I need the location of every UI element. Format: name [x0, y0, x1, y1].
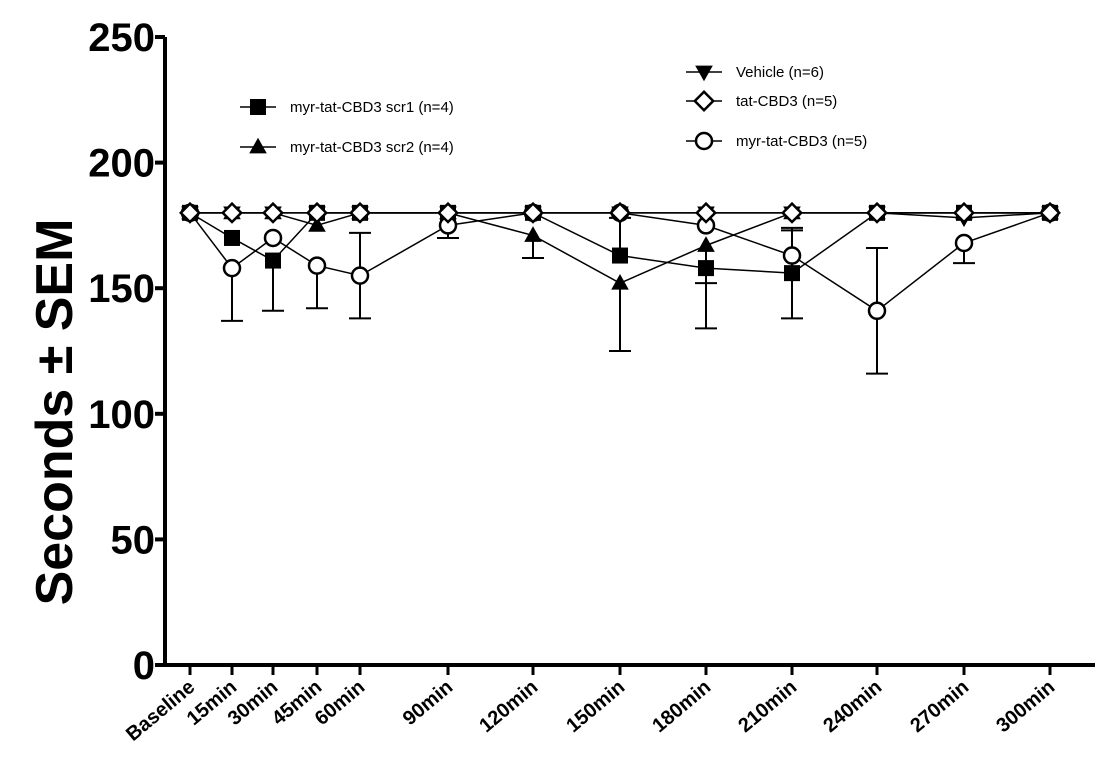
data-point [781, 201, 803, 224]
data-point [782, 246, 802, 265]
data-point [953, 201, 975, 224]
x-tick-label: 120min [475, 676, 542, 737]
legend-label: myr-tat-CBD3 (n=5) [736, 133, 867, 150]
data-point [697, 236, 715, 252]
data-point [306, 201, 328, 224]
x-tick-label: 240min [819, 676, 886, 737]
data-point [307, 256, 327, 275]
x-tick-label: 150min [562, 676, 629, 737]
y-tick-label: 100 [88, 393, 155, 437]
data-point [1039, 201, 1061, 224]
legend-label: tat-CBD3 (n=5) [736, 93, 837, 110]
data-point [263, 228, 283, 248]
data-point [224, 229, 240, 246]
data-point [866, 201, 888, 224]
data-point [611, 273, 629, 290]
x-tick-label: 270min [906, 676, 973, 737]
data-point [349, 201, 371, 224]
data-point [867, 301, 887, 321]
data-point [612, 247, 628, 264]
legend: Vehicle (n=6) tat-CBD3 (n=5) myr-tat-CBD3 … [240, 64, 867, 156]
y-tick-label: 250 [88, 16, 155, 60]
y-tick-label: 150 [88, 267, 155, 311]
legend-label: Vehicle (n=6) [736, 64, 824, 81]
y-tick-label: 200 [88, 142, 155, 186]
legend-marker [695, 65, 713, 82]
axes: 050100150200250Baseline15min30min45min60… [88, 16, 1095, 746]
data-point [954, 233, 974, 253]
legend-marker [250, 99, 266, 115]
data-point [698, 260, 714, 277]
x-tick-label: 60min [311, 676, 369, 730]
data-point [437, 201, 459, 224]
data-point [262, 201, 284, 224]
data-point [265, 252, 281, 269]
x-tick-label: 180min [648, 676, 715, 737]
data-point [695, 201, 717, 224]
x-tick-label: 300min [992, 676, 1059, 737]
x-tick-label: 210min [734, 676, 801, 737]
data-point [308, 216, 326, 232]
x-tick-label: 90min [399, 676, 457, 730]
series-layer [179, 201, 1061, 375]
data-point [524, 226, 542, 242]
data-point [609, 201, 631, 224]
legend-label: myr-tat-CBD3 scr2 (n=4) [290, 139, 454, 156]
legend-marker [249, 137, 267, 154]
data-point [221, 201, 243, 224]
legend-label: myr-tat-CBD3 scr1 (n=4) [290, 99, 454, 116]
data-point [350, 266, 370, 285]
y-tick-label: 0 [133, 644, 155, 688]
data-point [784, 265, 800, 282]
y-tick-label: 50 [111, 518, 156, 562]
data-point [222, 258, 242, 278]
y-axis-label: Seconds ± SEM [26, 219, 84, 606]
data-point [179, 201, 201, 224]
data-point [522, 201, 544, 224]
legend-marker [694, 131, 714, 151]
legend-marker [693, 90, 715, 112]
